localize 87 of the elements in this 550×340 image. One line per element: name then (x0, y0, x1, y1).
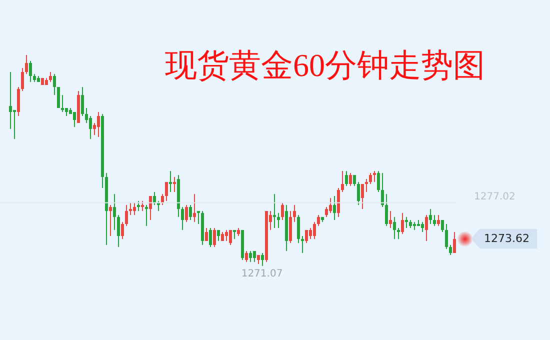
candlestick (217, 230, 220, 242)
candlestick (433, 214, 436, 226)
candlestick (29, 60, 32, 82)
candlestick (149, 196, 152, 220)
candlestick (193, 194, 196, 222)
candlestick (245, 250, 248, 262)
candlestick (181, 206, 184, 230)
annotation: 1271.07 (241, 268, 283, 280)
candlestick (397, 228, 400, 240)
candlestick (61, 94, 64, 112)
candlestick (281, 202, 284, 220)
candlestick (125, 204, 128, 226)
candlestick (349, 172, 352, 186)
candlestick (337, 188, 340, 218)
candlestick (213, 228, 216, 248)
candlestick (373, 170, 376, 182)
candlestick (441, 220, 444, 232)
candlestick (109, 204, 112, 236)
candlestick (329, 198, 332, 214)
candlestick (129, 202, 132, 216)
candlestick (357, 182, 360, 206)
candlestick (333, 196, 336, 220)
candlestick (317, 214, 320, 226)
candlestick (345, 170, 348, 186)
candlestick (209, 228, 212, 248)
candlestick (49, 72, 52, 82)
candlestick (197, 210, 200, 224)
candlestick (117, 214, 120, 248)
candlestick (253, 250, 256, 262)
candlestick (381, 172, 384, 208)
candlestick (389, 210, 392, 228)
candlestick (273, 194, 276, 228)
candlestick (53, 74, 56, 96)
candlestick (437, 214, 440, 226)
candlestick (229, 230, 232, 246)
candlestick (309, 228, 312, 240)
candlestick (205, 228, 208, 242)
candlestick (453, 232, 456, 254)
candlestick (405, 216, 408, 228)
candlestick (121, 222, 124, 240)
candlestick (365, 178, 368, 192)
candlestick (89, 116, 92, 140)
candlestick (341, 170, 344, 192)
candlestick (25, 54, 28, 74)
candlestick (225, 230, 228, 242)
candlestick (169, 170, 172, 192)
candlestick (385, 194, 388, 226)
candlestick (165, 182, 168, 202)
candlestick (289, 210, 292, 244)
candlestick (301, 236, 304, 254)
candlestick (353, 174, 356, 186)
candlestick (369, 172, 372, 184)
candlestick (277, 212, 280, 228)
candlestick (445, 224, 448, 250)
candlestick (429, 208, 432, 224)
text: 1273.62 (484, 232, 530, 246)
candlestick (81, 86, 84, 116)
candlestick (17, 86, 20, 116)
candlestick (249, 250, 252, 262)
candlestick (293, 204, 296, 222)
candlestick (137, 200, 140, 212)
candlestick (21, 68, 24, 92)
candlestick (97, 112, 100, 138)
candlestick (185, 204, 188, 222)
candlestick (421, 222, 424, 232)
candlestick (145, 204, 148, 226)
candlestick (425, 214, 428, 242)
candlestick (449, 244, 452, 256)
candlestick (141, 200, 144, 212)
candlestick (73, 112, 76, 128)
chart-title: 现货黄金60分钟走势图 (165, 46, 485, 84)
candlestick (305, 230, 308, 244)
candlestick (157, 200, 160, 212)
candlestick (297, 214, 300, 244)
candlestick (189, 204, 192, 220)
candlestick (325, 206, 328, 218)
candlestick (313, 222, 316, 240)
candlestick (401, 212, 404, 234)
candlestick (393, 216, 396, 240)
candlestick (173, 176, 176, 192)
candlestick (13, 110, 16, 140)
candlestick (377, 170, 380, 192)
candlestick (361, 184, 364, 210)
candlestick (113, 194, 116, 230)
candlestick (9, 72, 12, 130)
candlestick (261, 252, 264, 266)
candlestick (133, 202, 136, 216)
